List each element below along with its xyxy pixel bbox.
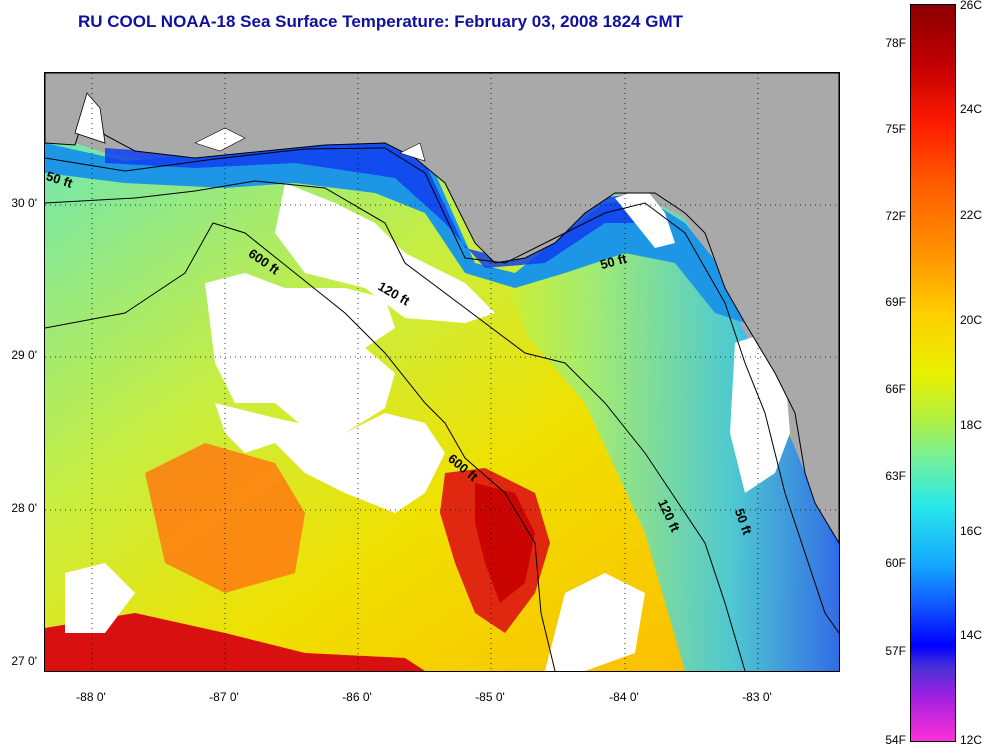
- colorbar-f-label: 63F: [885, 469, 906, 483]
- warm-eddy-core: [475, 483, 535, 603]
- contour-120ft: [45, 180, 746, 671]
- lon-label-87: -87 0': [209, 690, 239, 704]
- mobile-bay: [74, 92, 106, 144]
- colorbar-f-label: 54F: [885, 733, 906, 747]
- colorbar-c-label: 20C: [960, 313, 983, 327]
- sst-map-canvas: [45, 73, 839, 671]
- lon-label-86: -86 0': [342, 690, 372, 704]
- cloud-mask-north: [205, 273, 395, 433]
- colorbar-c-label: 24C: [960, 102, 983, 116]
- land-north: [45, 73, 839, 544]
- contour-50ft: [45, 147, 839, 634]
- colorbar-f-label: 60F: [885, 556, 906, 570]
- colorbar: [910, 4, 956, 742]
- bay-inlet-west: [194, 127, 246, 152]
- colorbar-c-label: 18C: [960, 418, 983, 432]
- east-shelf-water: [485, 191, 839, 671]
- colorbar-c-label: 26C: [960, 0, 983, 12]
- colorbar-f-label: 69F: [885, 295, 906, 309]
- lon-label-88: -88 0': [76, 690, 106, 704]
- page-title: RU COOL NOAA-18 Sea Surface Temperature:…: [78, 12, 683, 31]
- lat-label-27: 27 0': [11, 654, 37, 668]
- cloud-mask-bigbend: [615, 188, 675, 248]
- lon-label-84: -84 0': [609, 690, 639, 704]
- colorbar-c-label: 14C: [960, 628, 983, 642]
- warm-patch-south: [45, 613, 425, 671]
- cloud-mask-inshore: [275, 183, 495, 323]
- cloud-mask-southwest: [65, 563, 135, 633]
- colorbar-c-label: 16C: [960, 524, 983, 538]
- lat-label-29: 29 0': [11, 348, 37, 362]
- cloud-mask-southeast: [545, 573, 645, 671]
- contour-600ft: [45, 222, 556, 671]
- colorbar-f-label: 78F: [885, 36, 906, 50]
- colorbar-c-label: 12C: [960, 733, 983, 747]
- bay-inlet-east: [399, 142, 426, 162]
- colorbar-f-label: 66F: [885, 382, 906, 396]
- colorbar-f-label: 75F: [885, 122, 906, 136]
- lat-label-30: 30 0': [11, 196, 37, 210]
- lat-label-28: 28 0': [11, 501, 37, 515]
- lon-label-85: -85 0': [475, 690, 505, 704]
- colorbar-f-label: 57F: [885, 644, 906, 658]
- colorbar-c-label: 22C: [960, 208, 983, 222]
- colorbar-f-label: 72F: [885, 209, 906, 223]
- lon-label-83: -83 0': [742, 690, 772, 704]
- sst-map: [44, 72, 840, 672]
- cloud-mask-central: [215, 403, 445, 513]
